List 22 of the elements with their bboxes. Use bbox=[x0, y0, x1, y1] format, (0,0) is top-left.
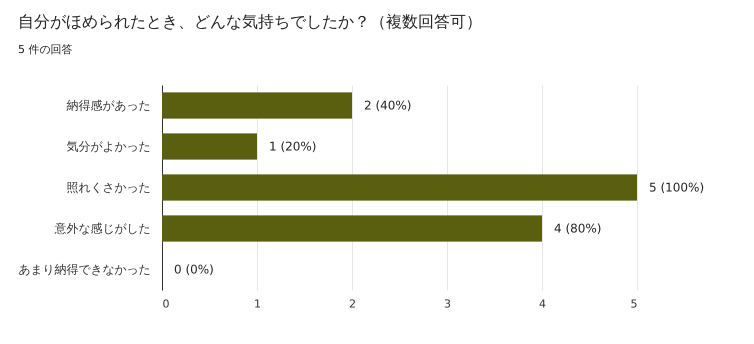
y-tick-label: 照れくさかった bbox=[66, 180, 150, 194]
data-label: 1 (20%) bbox=[269, 140, 316, 154]
y-tick-label: 意外な感じがした bbox=[54, 222, 150, 236]
bar bbox=[162, 215, 542, 242]
y-tick-label: 納得感があった bbox=[66, 98, 150, 112]
bar bbox=[162, 174, 637, 201]
x-tick-label: 3 bbox=[444, 298, 451, 310]
data-label: 4 (80%) bbox=[554, 222, 602, 236]
chart-title: 自分がほめられたとき、どんな気持ちでしたか？（複数回答可） bbox=[18, 12, 482, 31]
bar bbox=[162, 92, 352, 119]
text: 5 件の回答 bbox=[18, 43, 72, 56]
data-label: 0 (0%) bbox=[174, 262, 214, 276]
x-tick-label: 5 bbox=[630, 298, 638, 310]
data-label: 2 (40%) bbox=[364, 98, 412, 112]
y-tick-label: 気分がよかった bbox=[66, 140, 150, 154]
y-tick-label: あまり納得できなかった bbox=[18, 262, 150, 276]
x-tick-label: 0 bbox=[162, 298, 170, 310]
data-label: 5 (100%) bbox=[649, 180, 704, 194]
bar bbox=[162, 133, 257, 160]
x-tick-label: 2 bbox=[349, 298, 356, 310]
x-tick-label: 4 bbox=[539, 298, 546, 310]
x-tick-label: 1 bbox=[254, 298, 261, 310]
